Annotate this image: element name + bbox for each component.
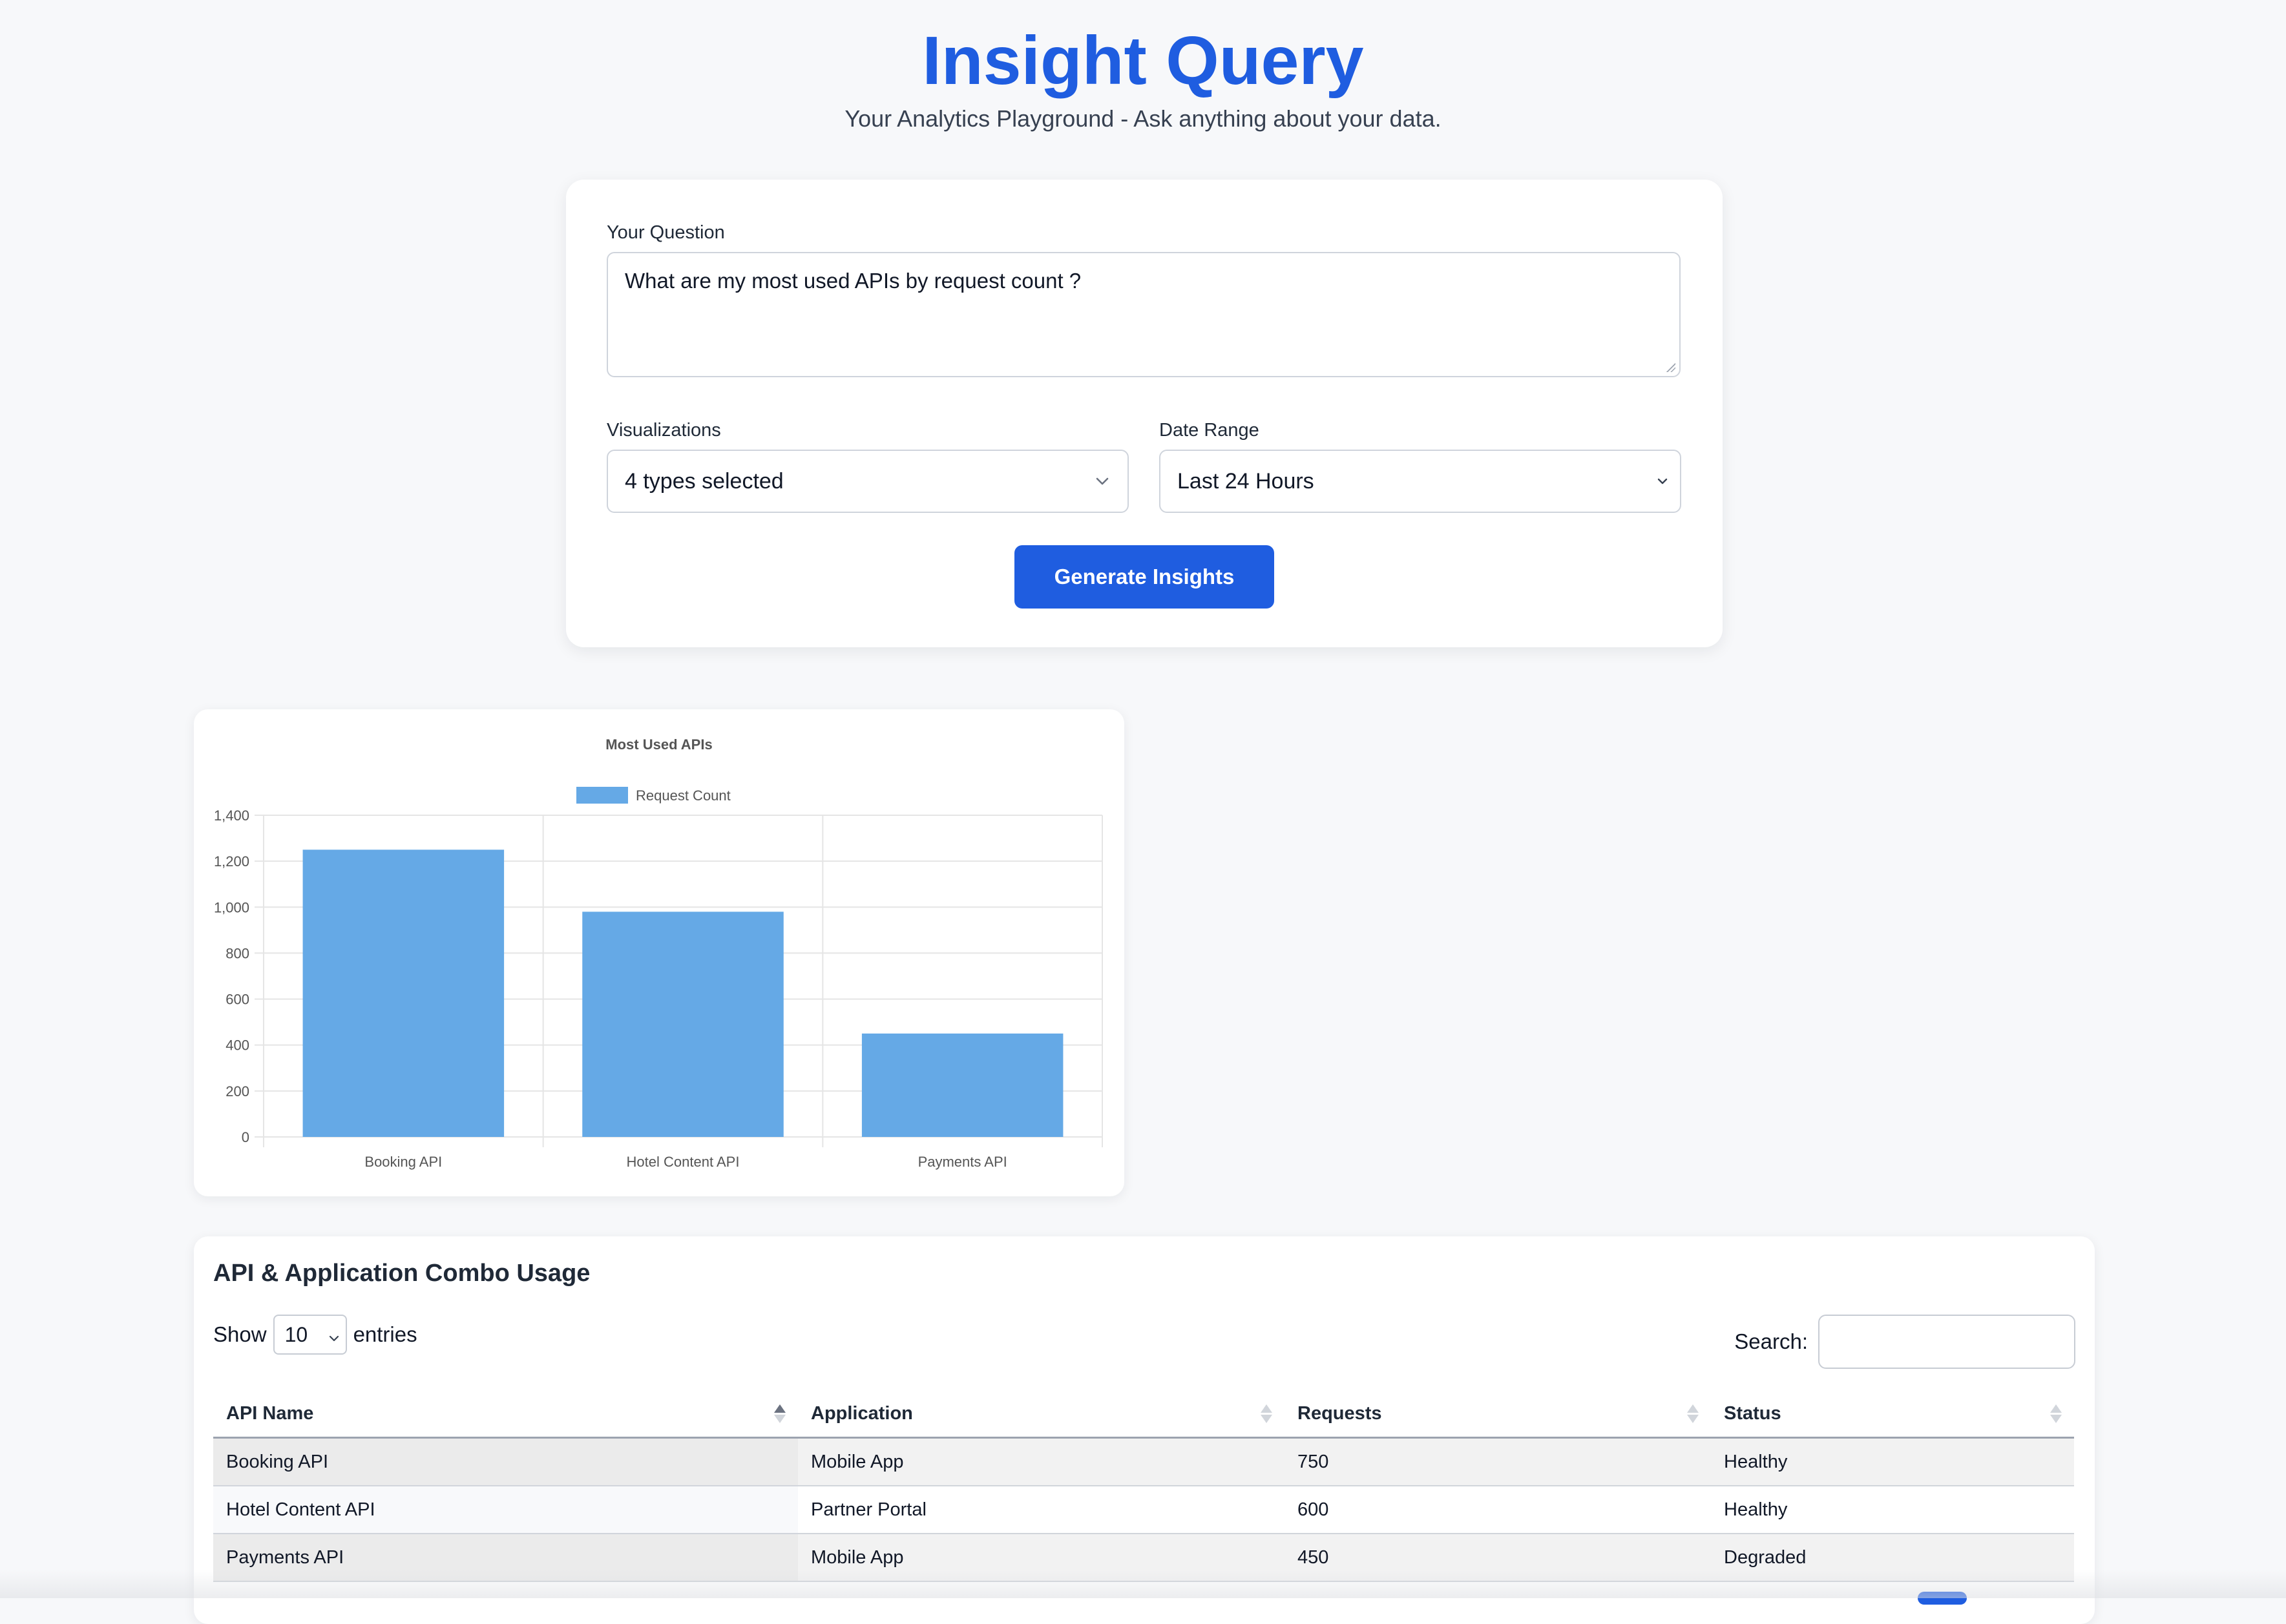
table-row[interactable]: Hotel Content API Partner Portal 600 Hea… [213, 1486, 2074, 1534]
page-length-select[interactable]: 10 [273, 1315, 347, 1355]
bar [861, 1033, 1064, 1137]
column-header-application[interactable]: Application [798, 1390, 1285, 1439]
x-tick-label: Booking API [364, 1154, 442, 1170]
question-label: Your Question [607, 222, 725, 243]
page-subtitle: Your Analytics Playground - Ask anything… [844, 105, 1442, 132]
data-table: API Name Application Requests Status [213, 1390, 2074, 1582]
column-header-label: Requests [1297, 1402, 1382, 1424]
cell-api-name: Hotel Content API [213, 1486, 798, 1534]
sort-icon [2050, 1402, 2062, 1424]
query-card: Your Question What are my most used APIs… [566, 180, 1723, 647]
page-length-control: Show 10 entries [213, 1314, 417, 1355]
y-tick-label: 0 [242, 1129, 249, 1145]
table-row[interactable]: Booking API Mobile App 750 Healthy [213, 1437, 2074, 1486]
column-header-api-name[interactable]: API Name [213, 1390, 798, 1439]
visualizations-select[interactable]: 4 types selected [607, 450, 1129, 513]
cell-application: Mobile App [798, 1437, 1285, 1486]
legend-label: Request Count [636, 787, 731, 804]
y-tick-label: 1,400 [214, 807, 249, 824]
date-range-label: Date Range [1159, 420, 1259, 441]
cell-requests: 750 [1285, 1437, 1711, 1486]
chart-card: Most Used APIs Request Count 0 200 400 600 800… [194, 709, 1124, 1196]
question-textarea[interactable]: What are my most used APIs by request co… [607, 252, 1681, 377]
entries-label: entries [353, 1322, 417, 1346]
x-tick-label: Payments API [918, 1154, 1007, 1170]
table-title: API & Application Combo Usage [213, 1260, 591, 1287]
y-tick-label: 600 [225, 992, 249, 1008]
bar [302, 849, 505, 1137]
table-card: API & Application Combo Usage Show 10 en… [194, 1236, 2095, 1624]
bar-chart: Most Used APIs Request Count 0 200 400 600 800… [214, 736, 1103, 1170]
cell-application: Partner Portal [798, 1486, 1285, 1534]
bar [582, 911, 784, 1137]
cell-status: Healthy [1711, 1486, 2074, 1534]
column-header-status[interactable]: Status [1711, 1390, 2074, 1439]
bottom-edge-shadow [0, 1570, 2286, 1598]
legend-swatch [576, 787, 628, 804]
page-title: Insight Query [922, 23, 1364, 99]
generate-insights-button[interactable]: Generate Insights [1014, 545, 1274, 609]
cell-status: Healthy [1711, 1437, 2074, 1486]
date-range-value: Last 24 Hours [1177, 468, 1314, 494]
column-header-label: Application [811, 1402, 913, 1424]
sort-icon [1260, 1402, 1273, 1424]
chevron-down-icon [1654, 473, 1671, 490]
question-text: What are my most used APIs by request co… [625, 269, 1082, 293]
visualizations-label: Visualizations [607, 420, 721, 441]
search-label: Search: [1734, 1329, 1808, 1353]
date-range-select[interactable]: Last 24 Hours [1159, 450, 1681, 513]
y-tick-label: 200 [225, 1083, 249, 1099]
sort-icon [1686, 1402, 1699, 1424]
y-tick-label: 400 [225, 1037, 249, 1054]
y-tick-label: 800 [225, 945, 249, 961]
y-tick-label: 1,200 [214, 853, 249, 869]
column-header-label: Status [1724, 1402, 1781, 1424]
table-header-row: API Name Application Requests Status [213, 1390, 2074, 1439]
column-header-requests[interactable]: Requests [1285, 1390, 1711, 1439]
column-header-label: API Name [226, 1402, 314, 1424]
x-tick-label: Hotel Content API [627, 1154, 740, 1170]
page-length-value: 10 [284, 1322, 308, 1346]
resize-handle-icon[interactable] [1666, 363, 1675, 372]
visualizations-value: 4 types selected [625, 468, 784, 494]
chart-title: Most Used APIs [605, 736, 712, 753]
sort-asc-icon [773, 1402, 786, 1424]
chevron-down-icon [329, 1323, 339, 1347]
table-search: Search: [1734, 1314, 2075, 1369]
cell-requests: 600 [1285, 1486, 1711, 1534]
y-tick-label: 1,000 [214, 899, 249, 915]
chevron-down-icon [1094, 473, 1111, 490]
show-label: Show [213, 1322, 267, 1346]
search-input[interactable] [1818, 1315, 2075, 1369]
cell-api-name: Booking API [213, 1437, 798, 1486]
